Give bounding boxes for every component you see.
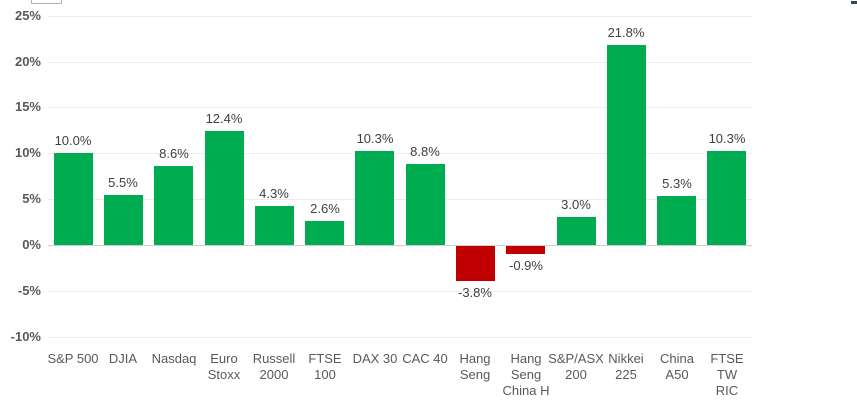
y-axis-label: 15% (14, 99, 41, 114)
value-label: -3.8% (458, 285, 492, 300)
bar-china-a50 (657, 196, 696, 245)
value-label: 8.6% (159, 146, 189, 161)
gridline (48, 337, 752, 338)
zero-axis-line (48, 245, 752, 246)
value-label: 5.3% (662, 176, 692, 191)
y-axis-label: -5% (17, 283, 41, 298)
category-label: S&P 500 (47, 351, 99, 366)
gridline (48, 153, 752, 154)
gridline (48, 199, 752, 200)
bar-dax-30 (355, 151, 394, 245)
category-label: Russell 2000 (252, 351, 296, 382)
category-label: Hang Seng (459, 351, 491, 382)
gridline (48, 107, 752, 108)
bar-s-p-asx-200 (557, 217, 596, 245)
category-label: FTSE TW RIC (710, 351, 744, 398)
value-label: 8.8% (410, 144, 440, 159)
category-label: FTSE 100 (308, 351, 342, 382)
value-label: 5.5% (108, 175, 138, 190)
y-axis-label: -10% (10, 329, 41, 344)
category-label: DAX 30 (352, 351, 398, 366)
value-label: 10.3% (356, 131, 394, 146)
value-label: 3.0% (561, 197, 591, 212)
bar-ftse-100 (305, 221, 344, 245)
bar-cac-40 (406, 164, 445, 245)
category-label: S&P/ASX 200 (548, 351, 604, 382)
value-label: -0.9% (509, 258, 543, 273)
cropped-ui-fragment-left (31, 0, 62, 4)
value-label: 12.4% (205, 111, 243, 126)
value-label: 2.6% (310, 201, 340, 216)
category-label: Hang Seng China H (502, 351, 550, 398)
y-axis-label: 0% (22, 237, 41, 252)
bar-ftse-tw-ric (707, 151, 746, 245)
bar-nasdaq (154, 166, 193, 245)
value-label: 4.3% (259, 186, 289, 201)
bar-hang-seng-china-h (506, 246, 545, 254)
gridline (48, 16, 752, 17)
y-axis-label: 5% (22, 191, 41, 206)
category-label: DJIA (108, 351, 138, 366)
gridline (48, 62, 752, 63)
value-label: 10.0% (54, 133, 92, 148)
y-axis-label: 25% (14, 8, 41, 23)
bar-djia (104, 195, 143, 245)
category-label: CAC 40 (402, 351, 448, 366)
category-label: Nasdaq (151, 351, 197, 366)
cropped-ui-fragment-right (851, 1, 857, 4)
y-axis-label: 10% (14, 145, 41, 160)
gridline (48, 291, 752, 292)
value-label: 10.3% (708, 131, 746, 146)
category-label: Euro Stoxx (207, 351, 241, 382)
bar-russell-2000 (255, 206, 294, 245)
bar-hang-seng (456, 246, 495, 281)
category-label: Nikkei 225 (608, 351, 644, 382)
value-label: 21.8% (607, 25, 645, 40)
category-label: China A50 (660, 351, 694, 382)
bar-s-p-500 (54, 153, 93, 245)
bar-euro-stoxx (205, 131, 244, 245)
bar-nikkei-225 (607, 45, 646, 245)
y-axis-label: 20% (14, 54, 41, 69)
